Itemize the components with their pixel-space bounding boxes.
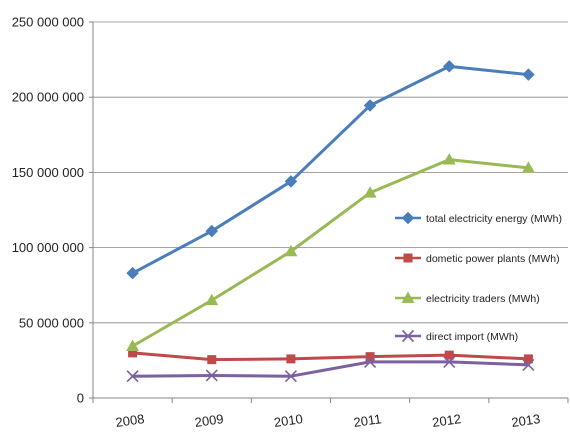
y-tick-label: 150 000 000 [12, 165, 84, 180]
marker-stroke [205, 369, 218, 382]
series-line-2 [131, 351, 530, 362]
legend-label: electricity traders (MWh) [426, 293, 540, 305]
data-point [284, 370, 297, 383]
marker-stroke [401, 329, 415, 343]
data-point [444, 350, 454, 360]
legend-swatch-marker [401, 329, 415, 343]
data-point [126, 266, 139, 280]
data-point [442, 60, 456, 73]
data-point [522, 68, 535, 81]
x-tick-label: 2011 [353, 411, 383, 430]
series-line-3 [131, 158, 530, 348]
marker-stroke [364, 355, 377, 368]
data-point [126, 370, 139, 383]
legend-label: total electricity energy (MWh) [426, 213, 562, 225]
gridlines [93, 21, 568, 324]
marker-stroke [284, 370, 297, 383]
axes [89, 21, 569, 403]
legend-swatch-marker [403, 253, 413, 263]
marker-stroke [443, 355, 456, 368]
marker-stroke [522, 358, 535, 371]
series-line-4 [131, 360, 530, 378]
data-point [207, 355, 217, 365]
data-point [363, 99, 377, 112]
data-point [284, 244, 298, 257]
data-point [128, 348, 138, 358]
series-lines [131, 64, 530, 378]
series-markers [126, 60, 535, 383]
legend-swatch-marker [401, 211, 415, 225]
data-point [522, 358, 535, 371]
data-point [521, 161, 535, 173]
legend: total electricity energy (MWh) dometic po… [395, 211, 562, 343]
x-tick-label: 2012 [431, 411, 462, 430]
data-point [365, 352, 375, 362]
legend-item: total electricity energy (MWh) [395, 211, 562, 225]
series-line-1 [131, 64, 530, 275]
y-tick-labels: 0 50 000 000 100 000 000 150 000 000 200 000… [12, 15, 84, 406]
y-tick-label: 250 000 000 [12, 15, 84, 30]
data-point [284, 175, 298, 188]
x-tick-label: 2013 [510, 411, 541, 430]
x-tick-label: 2010 [273, 411, 304, 430]
data-point [205, 224, 219, 238]
legend-item: dometic power plants (MWh) [395, 253, 560, 265]
legend-swatch-marker [401, 291, 415, 303]
data-point [523, 354, 533, 364]
x-tick-labels: 2008 2009 2010 2011 2012 2013 [115, 411, 542, 430]
data-point [364, 355, 377, 368]
data-point [205, 293, 219, 306]
y-tick-label: 0 [77, 391, 84, 406]
marker-stroke [126, 370, 139, 383]
y-tick-label: 100 000 000 [12, 240, 84, 255]
data-point [443, 355, 456, 368]
legend-label: dometic power plants (MWh) [426, 253, 560, 265]
data-point [205, 369, 218, 382]
y-tick-label: 50 000 000 [19, 315, 84, 330]
y-tick-label: 200 000 000 [12, 90, 84, 105]
data-point [363, 186, 377, 198]
data-point [442, 153, 456, 165]
x-tick-label: 2009 [194, 411, 225, 430]
legend-item: electricity traders (MWh) [395, 291, 540, 305]
legend-label: direct import (MWh) [426, 331, 518, 343]
data-point [126, 339, 140, 351]
data-point [286, 354, 296, 364]
x-tick-label: 2008 [115, 411, 146, 430]
legend-item: direct import (MWh) [395, 329, 518, 343]
